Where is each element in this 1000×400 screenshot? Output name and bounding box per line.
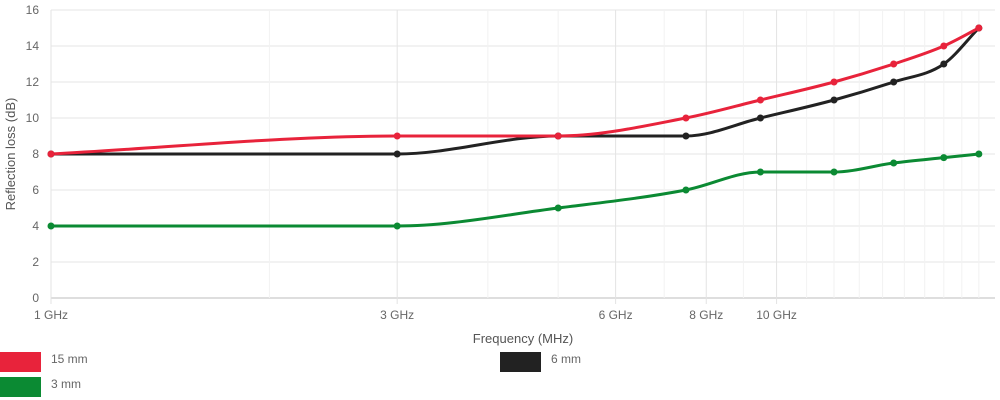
data-point-6mm[interactable] [393,150,401,158]
data-point-3mm[interactable] [393,222,401,230]
data-point-3mm[interactable] [682,186,690,194]
data-point-15mm[interactable] [756,96,764,104]
legend-item-6mm[interactable]: 6 mm [500,352,700,374]
x-axis-ticks: 1 GHz 3 GHz 6 GHz 8 GHz 10 GHz [34,308,797,322]
y-tick-label: 12 [26,75,40,89]
y-tick-label: 0 [32,291,39,305]
data-point-15mm[interactable] [47,150,55,158]
y-axis-ticks: 0 2 4 6 8 10 12 14 16 [26,3,40,305]
series-lines [49,26,981,228]
data-point-3mm[interactable] [890,159,898,167]
legend-label-6mm: 6 mm [551,352,581,366]
series-line-15mm [49,26,981,156]
data-point-6mm[interactable] [940,60,948,68]
data-point-15mm[interactable] [940,42,948,50]
legend-item-3mm[interactable]: 3 mm [0,377,200,399]
data-point-3mm[interactable] [554,204,562,212]
legend-label-3mm: 3 mm [51,377,81,391]
data-point-3mm[interactable] [47,222,55,230]
y-tick-label: 8 [32,147,39,161]
data-point-15mm[interactable] [975,24,983,32]
data-point-15mm[interactable] [830,78,838,86]
data-point-3mm[interactable] [975,150,983,158]
legend-swatch-3mm [0,377,41,397]
legend-swatch-6mm [500,352,541,372]
series-points [47,24,983,230]
data-point-3mm[interactable] [756,168,764,176]
y-tick-label: 4 [32,219,39,233]
x-tick-label: 6 GHz [599,308,633,322]
data-point-15mm[interactable] [554,132,562,140]
data-point-15mm[interactable] [682,114,690,122]
x-tick-label: 8 GHz [689,308,723,322]
grid-lines [50,9,995,304]
legend: 15 mm 6 mm 3 mm [0,352,1000,400]
y-tick-label: 6 [32,183,39,197]
y-tick-label: 16 [26,3,40,17]
legend-item-15mm[interactable]: 15 mm [0,352,200,374]
data-point-6mm[interactable] [890,78,898,86]
x-tick-label: 10 GHz [756,308,797,322]
y-axis-title: Reflection loss (dB) [3,98,18,211]
data-point-6mm[interactable] [830,96,838,104]
x-tick-label: 3 GHz [380,308,414,322]
data-point-15mm[interactable] [890,60,898,68]
y-tick-label: 10 [26,111,40,125]
y-tick-label: 14 [26,39,40,53]
data-point-6mm[interactable] [682,132,690,140]
data-point-3mm[interactable] [940,154,948,162]
y-tick-label: 2 [32,255,39,269]
data-point-6mm[interactable] [756,114,764,122]
legend-swatch-15mm [0,352,41,372]
x-axis-title: Frequency (MHz) [473,331,573,346]
legend-label-15mm: 15 mm [51,352,88,366]
data-point-15mm[interactable] [393,132,401,140]
data-point-3mm[interactable] [830,168,838,176]
x-tick-label: 1 GHz [34,308,68,322]
